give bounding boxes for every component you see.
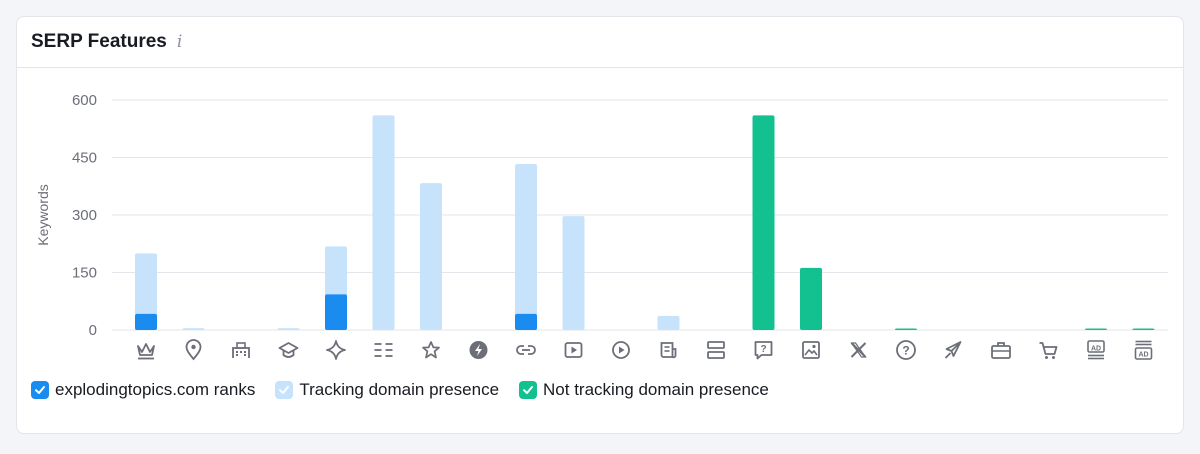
checkbox-icon[interactable] bbox=[31, 381, 49, 399]
jobs-icon[interactable] bbox=[991, 342, 1011, 359]
bar-not-tracking-image-pack[interactable] bbox=[800, 267, 822, 330]
related-links-icon[interactable] bbox=[516, 345, 536, 355]
bar-tracking-knowledge-panel[interactable] bbox=[277, 328, 300, 330]
faq-icon[interactable]: ? bbox=[896, 340, 916, 360]
svg-text:AD: AD bbox=[1138, 352, 1148, 359]
svg-text:AD: AD bbox=[1091, 346, 1101, 353]
y-tick-label: 600 bbox=[72, 92, 97, 109]
y-tick-label: 450 bbox=[72, 150, 97, 167]
card-title: SERP Features bbox=[31, 31, 167, 52]
svg-text:?: ? bbox=[902, 344, 909, 358]
bar-not-tracking-bottom-ads[interactable] bbox=[1132, 328, 1155, 330]
bar-not-tracking-top-ads[interactable] bbox=[1085, 328, 1107, 330]
bar-ranks-ai-overview[interactable] bbox=[325, 294, 347, 330]
y-tick-label: 300 bbox=[72, 207, 97, 224]
x-twitter-icon[interactable] bbox=[850, 342, 867, 358]
bar-tracking-related-links[interactable] bbox=[515, 164, 537, 330]
bar-not-tracking-people-also-ask[interactable] bbox=[752, 115, 775, 330]
shopping-icon[interactable] bbox=[1039, 342, 1058, 359]
chart-legend: explodingtopics.com ranks Tracking domain… bbox=[31, 380, 789, 400]
legend-item[interactable]: explodingtopics.com ranks bbox=[31, 380, 255, 400]
bar-tracking-top-stories[interactable] bbox=[657, 315, 680, 330]
bar-tracking-featured-snippet[interactable] bbox=[135, 253, 157, 330]
knowledge-panel-icon[interactable] bbox=[278, 342, 299, 358]
bar-tracking-video[interactable] bbox=[562, 216, 585, 330]
info-icon[interactable]: i bbox=[176, 32, 183, 52]
reviews-icon[interactable] bbox=[422, 341, 440, 359]
y-tick-label: 150 bbox=[72, 265, 97, 282]
video-carousel-icon[interactable] bbox=[612, 341, 630, 359]
hotels-icon[interactable] bbox=[232, 342, 250, 358]
local-pack-icon[interactable] bbox=[185, 339, 202, 361]
y-tick-label: 0 bbox=[89, 322, 97, 339]
video-icon[interactable] bbox=[564, 342, 583, 358]
people-also-ask-list-icon[interactable] bbox=[707, 341, 725, 359]
top-stories-icon[interactable] bbox=[660, 342, 677, 359]
legend-label: Not tracking domain presence bbox=[543, 380, 769, 399]
bar-tracking-reviews[interactable] bbox=[420, 183, 442, 330]
y-axis-label: Keywords bbox=[35, 184, 51, 245]
card-header: SERP Features i bbox=[17, 17, 1183, 68]
legend-label: explodingtopics.com ranks bbox=[55, 380, 256, 399]
serp-features-card: SERP Features i bbox=[16, 16, 1184, 434]
top-ads-icon[interactable]: AD bbox=[1087, 340, 1105, 360]
sitelinks-icon[interactable] bbox=[374, 343, 393, 357]
svg-text:?: ? bbox=[760, 344, 766, 355]
amp-icon[interactable] bbox=[469, 341, 488, 359]
ai-overview-icon[interactable] bbox=[326, 340, 346, 360]
legend-item[interactable]: Tracking domain presence bbox=[275, 380, 499, 400]
legend-label: Tracking domain presence bbox=[299, 380, 500, 399]
people-also-ask-icon[interactable]: ? bbox=[754, 341, 773, 360]
bar-tracking-local-pack[interactable] bbox=[182, 328, 205, 330]
image-pack-icon[interactable] bbox=[802, 341, 820, 359]
bar-not-tracking-faq[interactable] bbox=[895, 328, 917, 330]
bar-tracking-sitelinks[interactable] bbox=[372, 115, 395, 330]
legend-item[interactable]: Not tracking domain presence bbox=[519, 380, 769, 400]
bar-ranks-featured-snippet[interactable] bbox=[135, 313, 157, 330]
flights-icon[interactable] bbox=[944, 341, 962, 359]
featured-snippet-icon[interactable] bbox=[137, 343, 155, 360]
bottom-ads-icon[interactable]: AD bbox=[1134, 340, 1153, 360]
bar-ranks-related-links[interactable] bbox=[515, 313, 537, 330]
checkbox-icon[interactable] bbox=[275, 381, 294, 399]
checkbox-icon[interactable] bbox=[519, 381, 538, 399]
